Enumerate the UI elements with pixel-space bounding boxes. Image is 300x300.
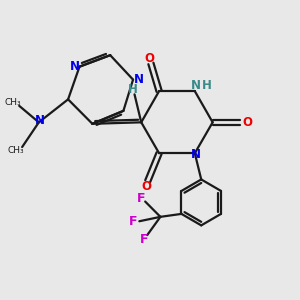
Text: F: F xyxy=(136,192,145,205)
Text: H: H xyxy=(128,83,138,96)
Text: CH₃: CH₃ xyxy=(4,98,21,107)
Text: F: F xyxy=(129,215,137,228)
Text: N: N xyxy=(134,73,144,86)
Text: O: O xyxy=(141,180,151,193)
Text: O: O xyxy=(144,52,154,64)
Text: O: O xyxy=(242,116,252,129)
Text: N: N xyxy=(191,148,201,161)
Text: CH₃: CH₃ xyxy=(8,146,24,155)
Text: H: H xyxy=(202,79,212,92)
Text: N: N xyxy=(191,79,201,92)
Text: F: F xyxy=(140,233,148,246)
Text: N: N xyxy=(70,60,80,73)
Text: N: N xyxy=(35,114,45,127)
